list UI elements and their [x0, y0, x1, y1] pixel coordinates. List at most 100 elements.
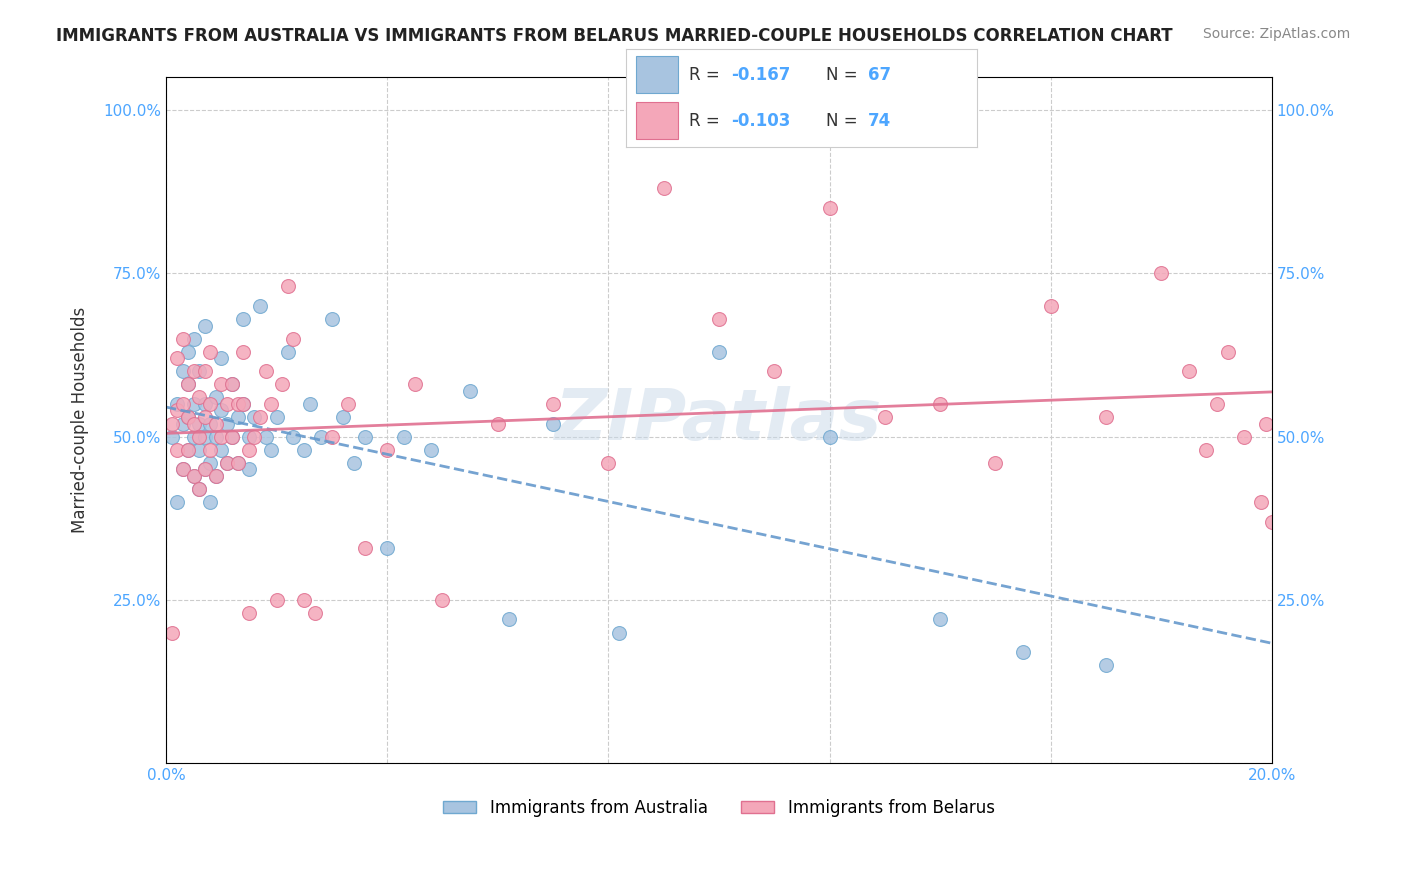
Immigrants from Australia	[183, 332, 205, 346]
Immigrants from Belarus	[221, 377, 243, 392]
Immigrants from Belarus	[984, 456, 1007, 470]
Immigrants from Belarus	[166, 442, 188, 457]
Immigrants from Australia	[1012, 645, 1035, 659]
Immigrants from Australia	[166, 495, 188, 509]
Immigrants from Belarus	[541, 397, 564, 411]
Immigrants from Australia	[215, 417, 238, 431]
Immigrants from Australia	[188, 482, 211, 496]
Immigrants from Australia	[177, 410, 200, 425]
Immigrants from Australia	[354, 429, 377, 443]
Text: -0.103: -0.103	[731, 112, 790, 129]
Immigrants from Australia	[172, 364, 194, 378]
Immigrants from Australia	[818, 429, 841, 443]
Immigrants from Belarus	[1256, 417, 1278, 431]
Immigrants from Belarus	[232, 397, 254, 411]
Immigrants from Australia	[200, 417, 222, 431]
Immigrants from Australia	[260, 442, 283, 457]
Immigrants from Belarus	[160, 417, 183, 431]
Immigrants from Australia	[420, 442, 443, 457]
Immigrants from Australia	[209, 403, 232, 417]
Immigrants from Belarus	[188, 429, 211, 443]
Immigrants from Belarus	[172, 462, 194, 476]
Immigrants from Belarus	[1039, 299, 1062, 313]
Immigrants from Belarus	[1205, 397, 1227, 411]
Immigrants from Belarus	[194, 462, 217, 476]
Text: IMMIGRANTS FROM AUSTRALIA VS IMMIGRANTS FROM BELARUS MARRIED-COUPLE HOUSEHOLDS C: IMMIGRANTS FROM AUSTRALIA VS IMMIGRANTS …	[56, 27, 1173, 45]
Immigrants from Australia	[232, 312, 254, 326]
Immigrants from Australia	[188, 442, 211, 457]
Immigrants from Australia	[226, 456, 249, 470]
Immigrants from Belarus	[194, 364, 217, 378]
Immigrants from Australia	[183, 397, 205, 411]
Immigrants from Belarus	[209, 377, 232, 392]
Immigrants from Australia	[929, 612, 952, 626]
Immigrants from Belarus	[277, 279, 299, 293]
Immigrants from Australia	[177, 344, 200, 359]
Immigrants from Belarus	[598, 456, 620, 470]
Immigrants from Australia	[160, 429, 183, 443]
Immigrants from Belarus	[204, 468, 226, 483]
Immigrants from Belarus	[232, 344, 254, 359]
Immigrants from Belarus	[188, 482, 211, 496]
Immigrants from Australia	[343, 456, 366, 470]
Immigrants from Australia	[232, 397, 254, 411]
Immigrants from Australia	[204, 391, 226, 405]
Immigrants from Belarus	[249, 410, 271, 425]
Immigrants from Belarus	[321, 429, 343, 443]
Immigrants from Australia	[183, 468, 205, 483]
Immigrants from Australia	[277, 344, 299, 359]
Text: N =: N =	[827, 112, 863, 129]
Immigrants from Belarus	[183, 417, 205, 431]
Immigrants from Australia	[1095, 658, 1118, 673]
Immigrants from Belarus	[200, 397, 222, 411]
Y-axis label: Married-couple Households: Married-couple Households	[72, 307, 89, 533]
Immigrants from Australia	[166, 397, 188, 411]
Immigrants from Australia	[292, 442, 315, 457]
Immigrants from Australia	[221, 429, 243, 443]
Immigrants from Australia	[194, 397, 217, 411]
Text: 67: 67	[869, 66, 891, 84]
Immigrants from Australia	[498, 612, 520, 626]
Immigrants from Belarus	[304, 606, 326, 620]
FancyBboxPatch shape	[636, 102, 678, 139]
Text: R =: R =	[689, 112, 725, 129]
Immigrants from Belarus	[1095, 410, 1118, 425]
Immigrants from Belarus	[221, 429, 243, 443]
FancyBboxPatch shape	[636, 56, 678, 93]
Text: R =: R =	[689, 66, 725, 84]
Immigrants from Australia	[298, 397, 321, 411]
Immigrants from Belarus	[209, 429, 232, 443]
Immigrants from Belarus	[1178, 364, 1201, 378]
Legend: Immigrants from Australia, Immigrants from Belarus: Immigrants from Australia, Immigrants fr…	[436, 792, 1001, 823]
Immigrants from Belarus	[200, 344, 222, 359]
Immigrants from Australia	[375, 541, 398, 555]
Immigrants from Belarus	[254, 364, 277, 378]
Immigrants from Belarus	[188, 391, 211, 405]
Immigrants from Belarus	[177, 410, 200, 425]
Immigrants from Belarus	[166, 403, 188, 417]
Immigrants from Belarus	[1261, 515, 1284, 529]
Immigrants from Belarus	[707, 312, 730, 326]
Immigrants from Belarus	[238, 442, 260, 457]
Text: Source: ZipAtlas.com: Source: ZipAtlas.com	[1202, 27, 1350, 41]
Immigrants from Belarus	[183, 468, 205, 483]
Immigrants from Belarus	[763, 364, 786, 378]
Immigrants from Belarus	[166, 351, 188, 366]
Immigrants from Belarus	[652, 181, 675, 195]
Immigrants from Australia	[321, 312, 343, 326]
Immigrants from Australia	[392, 429, 415, 443]
Immigrants from Australia	[707, 344, 730, 359]
Text: -0.167: -0.167	[731, 66, 790, 84]
Text: N =: N =	[827, 66, 863, 84]
Immigrants from Australia	[215, 456, 238, 470]
Immigrants from Belarus	[215, 456, 238, 470]
Immigrants from Australia	[188, 364, 211, 378]
Immigrants from Belarus	[292, 592, 315, 607]
Immigrants from Australia	[238, 462, 260, 476]
Immigrants from Belarus	[183, 364, 205, 378]
Immigrants from Belarus	[1250, 495, 1272, 509]
Immigrants from Australia	[172, 462, 194, 476]
Immigrants from Belarus	[929, 397, 952, 411]
Immigrants from Belarus	[238, 606, 260, 620]
Immigrants from Australia	[188, 417, 211, 431]
